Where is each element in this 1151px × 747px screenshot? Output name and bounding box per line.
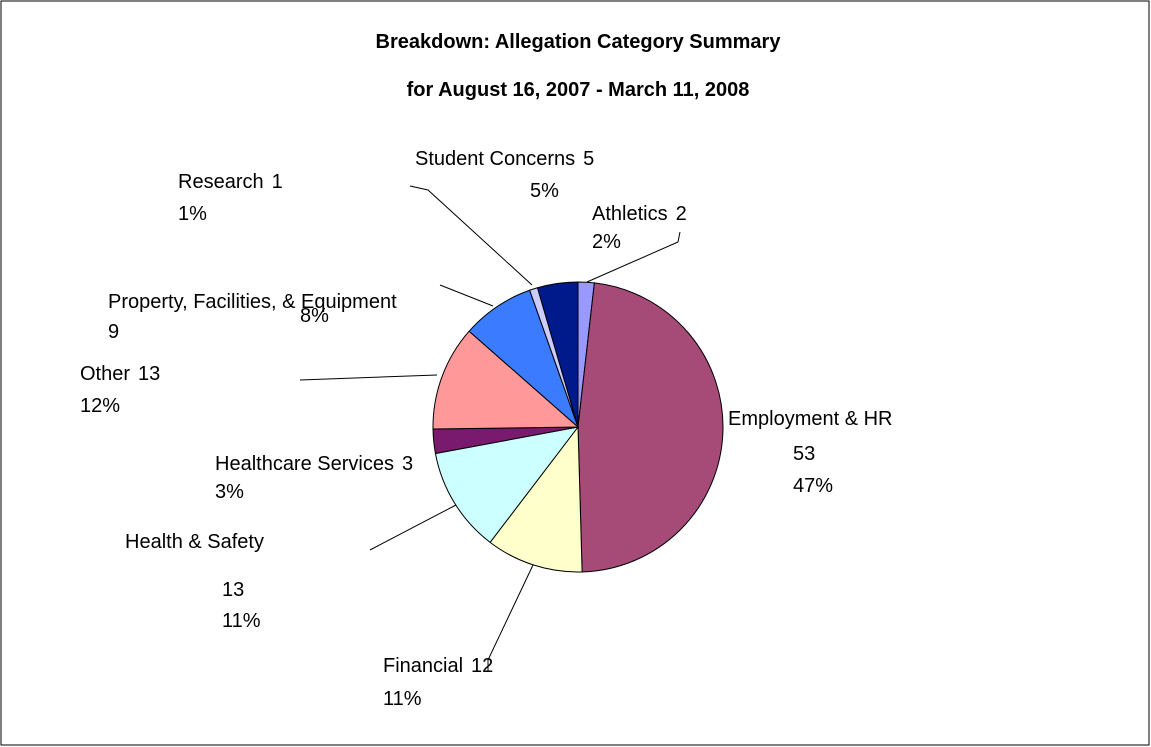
- label-value: 53: [793, 443, 815, 465]
- leader-line: [299, 374, 438, 381]
- pie-slice: [489, 425, 583, 573]
- data-label: Student Concerns 5 5%: [415, 148, 594, 202]
- data-label: Financial 12 11%: [383, 655, 493, 710]
- data-labels: Athletics 2 2%Employment & HR 53 47%Financia…: [80, 148, 893, 710]
- leader-lines: [299, 185, 681, 672]
- pie-slice: [577, 282, 724, 573]
- label-percent: 11%: [383, 688, 422, 710]
- data-label: Other 13 12%: [80, 363, 160, 417]
- label-value: 12: [471, 655, 493, 677]
- pie-slice: [536, 281, 579, 428]
- label-percent: 5%: [530, 180, 559, 202]
- data-label: Healthcare Services 3 3%: [215, 453, 413, 503]
- label-category: Healthcare Services: [215, 453, 394, 475]
- leader-line: [586, 231, 681, 283]
- label-category: Employment & HR: [728, 408, 893, 430]
- chart-title: Breakdown: Allegation Category Summary: [376, 31, 782, 53]
- label-value: 9: [108, 321, 119, 343]
- label-category: Athletics: [592, 203, 668, 225]
- label-category: Financial: [383, 655, 463, 677]
- label-value: 5: [583, 148, 594, 170]
- leader-line: [487, 564, 534, 672]
- label-percent: 2%: [592, 231, 621, 253]
- label-category: Research: [178, 171, 264, 193]
- label-value: 13: [138, 363, 160, 385]
- leader-line: [409, 185, 533, 286]
- label-value: 3: [402, 453, 413, 475]
- label-category: Student Concerns: [415, 148, 575, 170]
- label-percent: 3%: [215, 481, 244, 503]
- label-value: 1: [272, 171, 283, 193]
- label-percent: 47%: [793, 475, 833, 497]
- pie: [432, 281, 724, 573]
- chart-subtitle: for August 16, 2007 - March 11, 2008: [407, 79, 750, 101]
- data-label: Property, Facilities, & Equipment 9 8%: [108, 291, 397, 343]
- leader-line: [369, 504, 457, 551]
- label-percent: 8%: [300, 305, 329, 327]
- label-percent: 11%: [222, 610, 261, 632]
- label-percent: 12%: [80, 395, 120, 417]
- data-label: Employment & HR 53 47%: [728, 408, 893, 497]
- label-category: Health & Safety: [125, 531, 264, 553]
- label-value: 13: [222, 579, 244, 601]
- label-category: Other: [80, 363, 130, 385]
- data-label: Research 1 1%: [178, 171, 283, 225]
- pie-slice: [432, 330, 580, 430]
- pie-slice: [434, 426, 580, 544]
- label-percent: 1%: [178, 203, 207, 225]
- data-label: Athletics 2 2%: [592, 203, 687, 253]
- label-value: 2: [676, 203, 687, 225]
- data-label: Health & Safety 13 11%: [125, 531, 264, 632]
- label-category: Property, Facilities, & Equipment: [108, 291, 397, 313]
- leader-line: [439, 284, 494, 307]
